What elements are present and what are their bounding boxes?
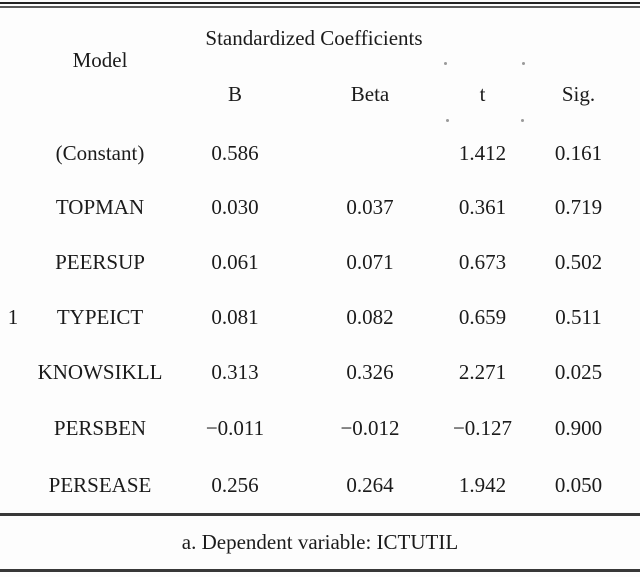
cell-sig: 0.161 bbox=[554, 140, 603, 165]
cell-t: −0.127 bbox=[452, 415, 513, 440]
cell-sig: 0.511 bbox=[555, 304, 602, 329]
table-row: PEERSUP 0.061 0.071 0.673 0.502 bbox=[0, 248, 632, 276]
cell-b: −0.011 bbox=[205, 415, 265, 440]
row-label: (Constant) bbox=[55, 140, 145, 165]
column-header-row: B Beta t Sig. bbox=[0, 80, 632, 108]
column-header-sig: Sig. bbox=[561, 81, 596, 106]
cell-beta: 0.071 bbox=[346, 249, 394, 274]
column-header-b: B bbox=[227, 81, 242, 106]
table-row: PERSBEN −0.011 −0.012 −0.127 0.900 bbox=[0, 414, 632, 442]
dependent-variable-footnote: a. Dependent variable: ICTUTIL bbox=[181, 530, 459, 554]
scan-artifact-dot bbox=[521, 119, 524, 122]
scan-artifact-dot bbox=[444, 62, 447, 65]
cell-sig: 0.900 bbox=[554, 415, 603, 440]
cell-t: 1.412 bbox=[458, 140, 507, 165]
row-label: PERSBEN bbox=[53, 415, 147, 440]
column-header-t: t bbox=[479, 81, 486, 106]
scan-artifact-dot bbox=[522, 62, 525, 65]
cell-t: 0.361 bbox=[458, 194, 507, 219]
spanning-header-standardized-coefficients: Standardized Coefficients bbox=[205, 26, 423, 50]
table-row: PERSEASE 0.256 0.264 1.942 0.050 bbox=[0, 471, 632, 499]
scan-artifact-dot bbox=[446, 119, 449, 122]
table-row: KNOWSIKLL 0.313 0.326 2.271 0.025 bbox=[0, 358, 632, 386]
table-row: (Constant) 0.586 1.412 0.161 bbox=[0, 139, 632, 167]
cell-b: 0.313 bbox=[211, 359, 259, 384]
cell-t: 0.673 bbox=[458, 249, 507, 274]
model-number: 1 bbox=[7, 305, 19, 329]
cell-sig: 0.025 bbox=[554, 359, 603, 384]
cell-t: 2.271 bbox=[458, 359, 507, 384]
row-label: PEERSUP bbox=[55, 249, 145, 274]
top-rule-outer bbox=[0, 2, 640, 4]
cell-b: 0.081 bbox=[211, 304, 259, 329]
footnote-separator-rule bbox=[0, 513, 640, 516]
table-row: TYPEICT 0.081 0.082 0.659 0.511 bbox=[0, 303, 632, 331]
model-column-header: Model bbox=[72, 48, 128, 72]
cell-beta: 0.264 bbox=[346, 472, 394, 497]
cell-sig: 0.050 bbox=[554, 472, 603, 497]
top-rule-inner bbox=[0, 6, 640, 8]
cell-b: 0.256 bbox=[211, 472, 259, 497]
row-label: TYPEICT bbox=[56, 304, 144, 329]
cell-t: 1.942 bbox=[458, 472, 507, 497]
row-label: TOPMAN bbox=[55, 194, 145, 219]
bottom-rule bbox=[0, 569, 640, 572]
cell-beta: 0.082 bbox=[346, 304, 394, 329]
cell-beta: 0.037 bbox=[346, 194, 394, 219]
cell-t: 0.659 bbox=[458, 304, 507, 329]
cell-b: 0.030 bbox=[211, 194, 259, 219]
cell-beta: −0.012 bbox=[340, 415, 400, 440]
cell-sig: 0.502 bbox=[554, 249, 603, 274]
row-label: KNOWSIKLL bbox=[37, 359, 163, 384]
table-row: TOPMAN 0.030 0.037 0.361 0.719 bbox=[0, 193, 632, 221]
cell-b: 0.061 bbox=[211, 249, 259, 274]
cell-b: 0.586 bbox=[211, 140, 259, 165]
row-label: PERSEASE bbox=[48, 472, 152, 497]
column-header-beta: Beta bbox=[350, 81, 390, 106]
cell-sig: 0.719 bbox=[554, 194, 603, 219]
cell-beta: 0.326 bbox=[346, 359, 394, 384]
